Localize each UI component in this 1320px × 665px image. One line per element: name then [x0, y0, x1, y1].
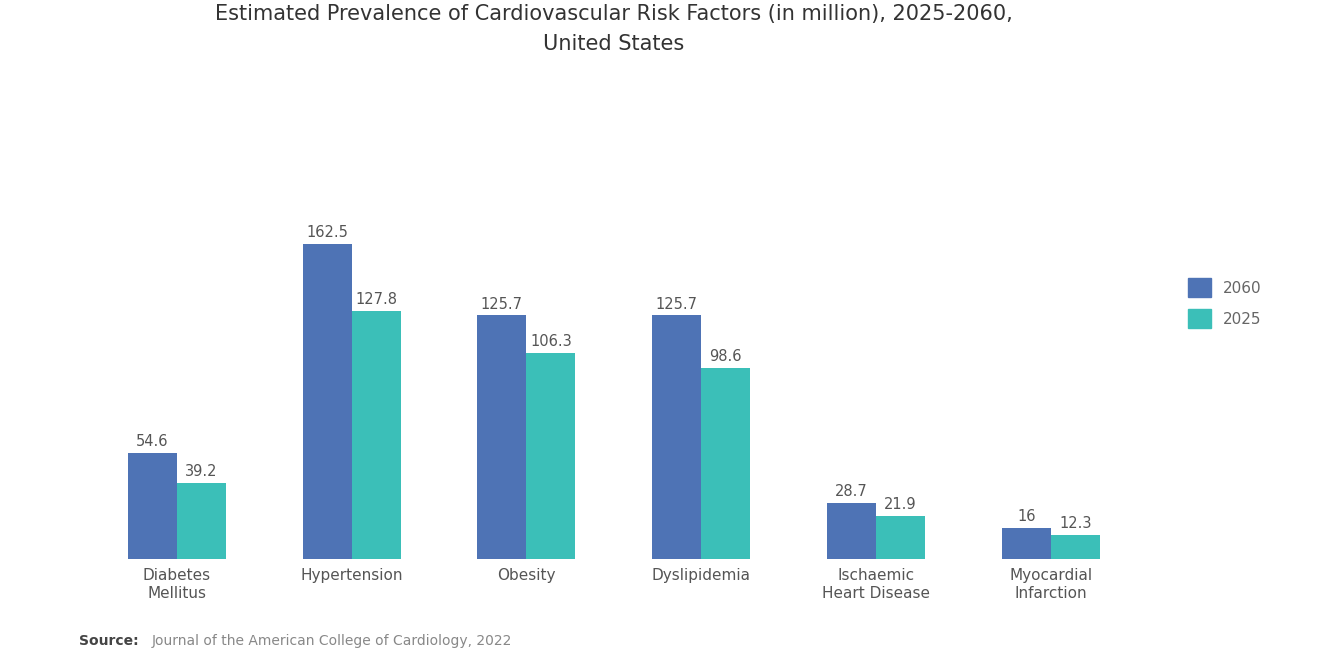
Bar [478, 315, 527, 559]
Bar [128, 453, 177, 559]
Title: Estimated Prevalence of Cardiovascular Risk Factors (in million), 2025-2060,
Uni: Estimated Prevalence of Cardiovascular R… [215, 4, 1012, 54]
Legend: 2060, 2025: 2060, 2025 [1180, 271, 1269, 336]
Text: 39.2: 39.2 [185, 464, 218, 479]
Bar [828, 503, 876, 559]
Text: 125.7: 125.7 [480, 297, 523, 312]
Bar [1002, 527, 1051, 559]
Text: 98.6: 98.6 [709, 349, 742, 364]
Bar [302, 244, 351, 559]
Text: 21.9: 21.9 [884, 497, 917, 512]
Text: 106.3: 106.3 [531, 334, 572, 349]
Text: 162.5: 162.5 [306, 225, 348, 240]
Text: Source:: Source: [79, 634, 139, 648]
Bar [876, 516, 925, 559]
Text: 16: 16 [1018, 509, 1036, 524]
Bar [351, 311, 400, 559]
Text: Journal of the American College of Cardiology, 2022: Journal of the American College of Cardi… [152, 634, 512, 648]
Bar [701, 368, 750, 559]
Text: 127.8: 127.8 [355, 293, 397, 307]
Text: 125.7: 125.7 [656, 297, 698, 312]
Text: 12.3: 12.3 [1059, 516, 1092, 531]
Text: 54.6: 54.6 [136, 434, 169, 449]
Text: 28.7: 28.7 [836, 484, 869, 499]
Bar [527, 353, 576, 559]
Bar [177, 483, 226, 559]
Bar [1051, 535, 1100, 559]
Bar [652, 315, 701, 559]
